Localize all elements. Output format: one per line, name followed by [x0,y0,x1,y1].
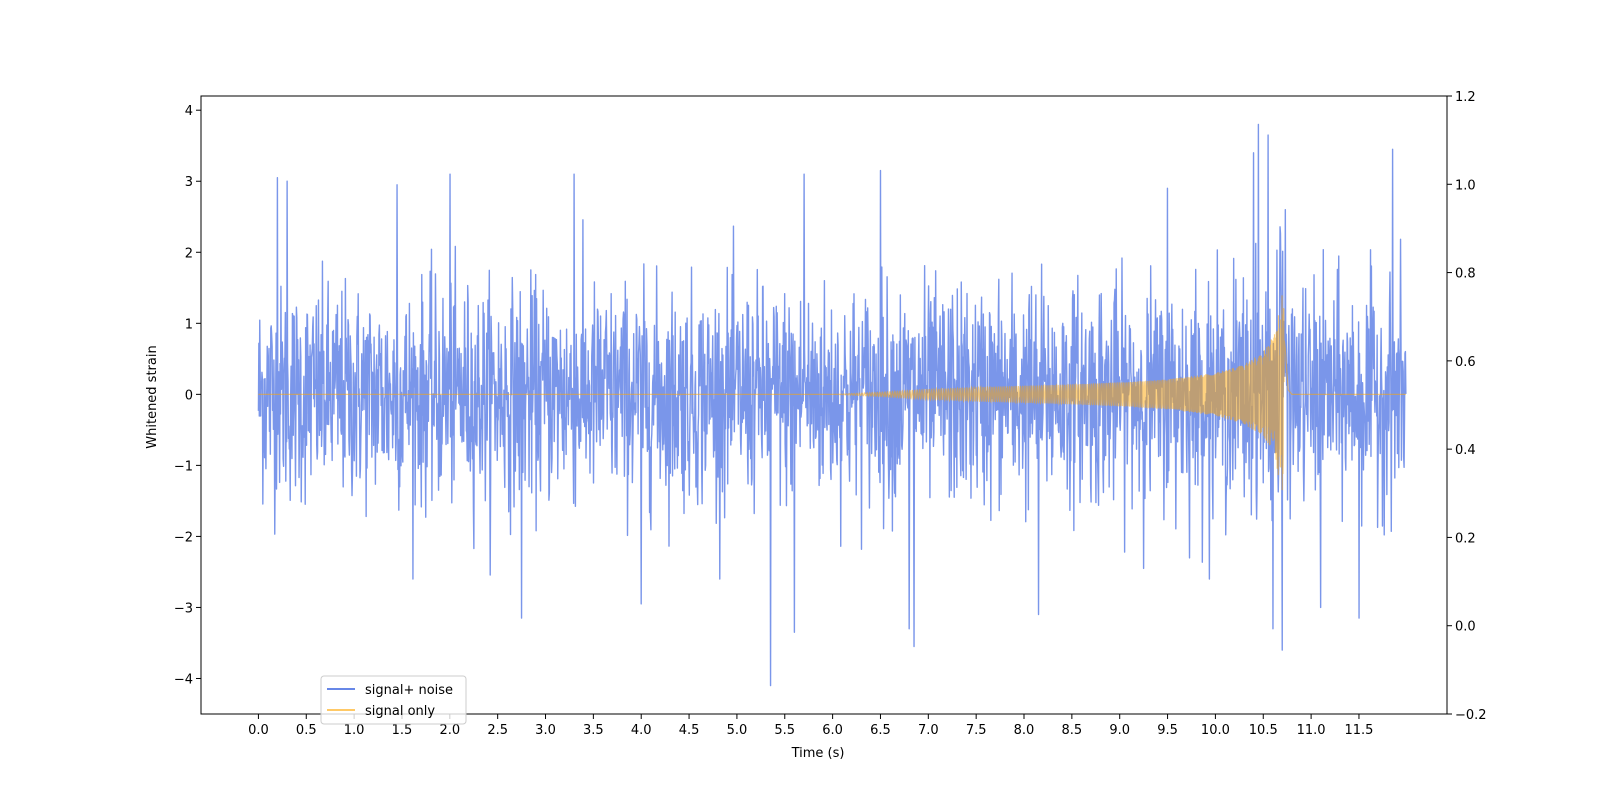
y-tick-label: 3 [185,175,193,190]
axes-frame [200,95,1448,715]
y2-tick-label: 1.0 [1455,178,1476,193]
y2-tick-label: 0.8 [1455,267,1476,282]
x-tick-label: 7.0 [918,723,939,738]
legend-label-signal-only: signal only [365,704,435,719]
legend-box [320,675,467,725]
x-axis-label: Time (s) [791,746,845,761]
y2-tick-label: 0.0 [1455,620,1476,635]
x-tick-label: 11.5 [1344,723,1373,738]
x-tick-label: 1.0 [344,723,365,738]
x-tick-label: 8.5 [1062,723,1083,738]
y-tick-label: 4 [185,104,193,119]
x-tick-label: 6.5 [870,723,891,738]
x-tick-label: 9.5 [1157,723,1178,738]
y2-tick-label: 0.6 [1455,355,1476,370]
x-tick-label: 8.0 [1014,723,1035,738]
x-tick-label: 5.0 [727,723,748,738]
y-tick-label: −4 [174,672,193,687]
x-tick-label: 2.0 [439,723,460,738]
x-tick-label: 7.5 [966,723,987,738]
legend-label-signal-noise: signal+ noise [365,683,453,698]
plot-area [257,123,1407,687]
y2-tick-label: 0.2 [1455,531,1476,546]
x-tick-label: 4.5 [679,723,700,738]
x-tick-label: 0.0 [248,723,269,738]
axes: 0.0 0.5 1.0 1.5 2.0 2.5 3.0 3.5 4.0 4.5 5.0 5.5 6.0 6… [174,90,1487,738]
y-tick-label: 0 [185,388,193,403]
y-tick-label: 1 [185,317,193,332]
x-tick-label: 2.5 [487,723,508,738]
x-tick-label: 11.0 [1297,723,1326,738]
y-tick-label: −3 [174,601,193,616]
x-tick-label: 3.0 [535,723,556,738]
y2-tick-label: −0.2 [1455,708,1487,723]
x-tick-label: 6.0 [822,723,843,738]
x-tick-label: 1.5 [392,723,413,738]
y2-tick-label: 1.2 [1455,90,1476,105]
x-tick-label: 9.0 [1109,723,1130,738]
x-tick-label: 5.5 [774,723,795,738]
x-tick-label: 4.0 [631,723,652,738]
y2-tick-label: 0.4 [1455,443,1476,458]
x-tick-label: 0.5 [296,723,317,738]
x-tick-label: 10.5 [1249,723,1278,738]
legend: signal+ noise signal only [320,675,467,725]
series-line-signal-only [258,295,1406,491]
y-tick-label: −1 [174,459,193,474]
y-tick-label: 2 [185,246,193,261]
y-axis-label: Whitened strain [145,345,160,448]
x-tick-label: 3.5 [583,723,604,738]
x-tick-label: 10.0 [1201,723,1230,738]
y-tick-label: −2 [174,530,193,545]
